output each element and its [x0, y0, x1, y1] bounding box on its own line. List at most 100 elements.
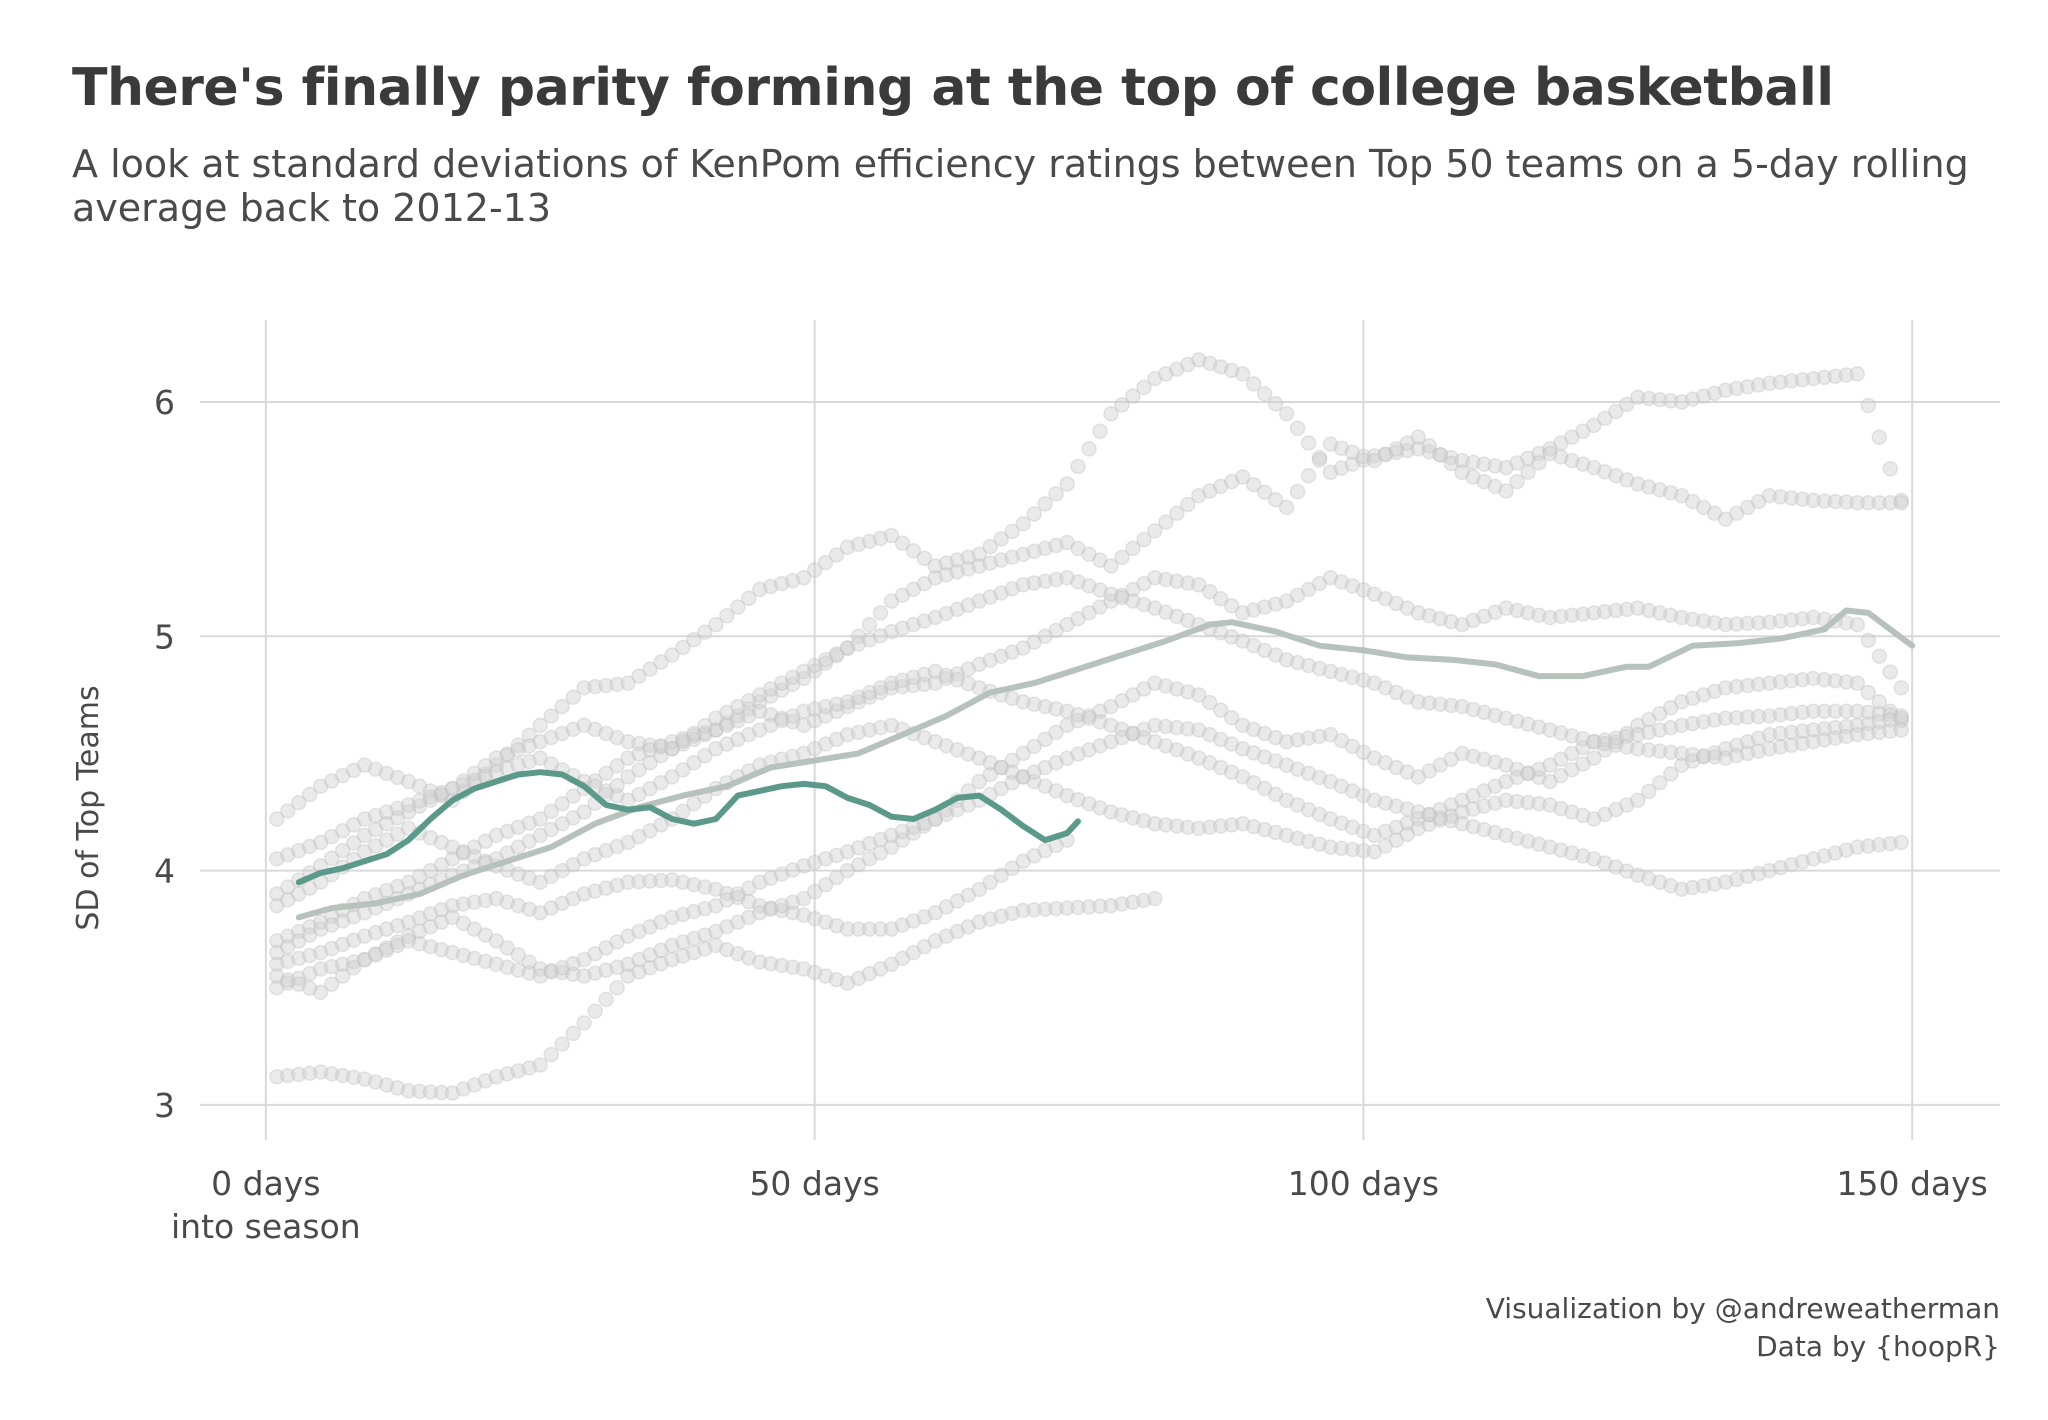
season-point: [1289, 761, 1306, 777]
season-point: [1586, 750, 1602, 766]
season-point: [675, 736, 691, 752]
season-point: [1706, 712, 1723, 728]
season-point: [1454, 745, 1470, 762]
season-point: [1103, 698, 1119, 715]
season-point: [1761, 487, 1778, 504]
season-point: [1750, 493, 1767, 510]
season-point: [1355, 582, 1372, 598]
season-point: [861, 921, 878, 937]
season-point-group: [269, 832, 1075, 973]
season-point: [1761, 726, 1778, 743]
season-point: [1158, 678, 1174, 694]
season-point: [1026, 634, 1042, 650]
season-point: [1805, 670, 1822, 687]
season-point: [1344, 738, 1361, 755]
season-point: [1849, 675, 1866, 691]
season-point: [927, 609, 944, 626]
season-point: [1432, 696, 1448, 712]
season-point: [1026, 575, 1042, 591]
season-point: [1717, 616, 1734, 633]
season-point: [280, 803, 296, 819]
season-point: [719, 892, 735, 908]
season-point: [1684, 753, 1701, 769]
season-point: [1289, 732, 1306, 748]
season-point: [982, 555, 998, 571]
season-point: [1256, 484, 1273, 500]
season-point: [1893, 722, 1909, 738]
season-point: [1344, 456, 1361, 472]
season-point: [543, 868, 559, 885]
season-point: [1015, 853, 1031, 869]
season-point: [1849, 616, 1866, 633]
season-point: [1136, 681, 1152, 697]
season-point: [916, 613, 933, 629]
season-point: [1476, 704, 1492, 721]
season-point: [565, 890, 581, 907]
season-point: [378, 1077, 395, 1093]
season-point: [762, 955, 779, 972]
season-point: [1652, 874, 1668, 891]
season-point: [1553, 449, 1569, 465]
season-point-group: [269, 717, 1909, 1001]
season-point: [1531, 796, 1547, 812]
season-point: [444, 1085, 461, 1101]
season-point: [1717, 710, 1734, 727]
season-point: [598, 783, 614, 799]
season-point: [1882, 707, 1898, 723]
season-point: [1421, 608, 1438, 624]
season-point: [817, 876, 834, 893]
season-point: [1234, 740, 1251, 757]
chart-title: There's finally parity forming at the to…: [72, 58, 1834, 118]
season-point: [1245, 476, 1262, 493]
season-point: [1191, 722, 1207, 738]
season-point: [1234, 769, 1251, 785]
season-point: [1410, 429, 1427, 445]
season-point: [1794, 735, 1811, 752]
season-point: [620, 769, 636, 785]
season-point: [1004, 774, 1020, 791]
season-point: [1597, 603, 1613, 620]
season-point: [894, 672, 911, 688]
season-point: [1103, 558, 1119, 574]
season-point: [455, 947, 472, 964]
season-point: [1805, 851, 1822, 867]
season-point: [1487, 707, 1503, 724]
season-point: [894, 832, 911, 848]
season-point: [1783, 490, 1800, 506]
season-point: [1597, 855, 1613, 871]
season-point: [598, 765, 614, 782]
season-point: [400, 820, 417, 837]
season-point: [1344, 669, 1361, 686]
season-point: [1750, 743, 1767, 759]
season-point: [1125, 687, 1141, 703]
season-point: [1202, 694, 1218, 711]
season-point: [773, 897, 790, 914]
season-point: [1421, 807, 1438, 823]
season-point: [905, 677, 922, 694]
season-point: [817, 736, 834, 752]
season-point: [741, 692, 757, 709]
season-point: [1860, 684, 1877, 701]
season-point: [1212, 818, 1229, 834]
season-point: [1816, 703, 1833, 720]
season-point: [323, 940, 340, 957]
season-point: [1871, 705, 1888, 722]
season-point: [971, 558, 988, 574]
season-point: [1147, 733, 1163, 750]
season-point: [1641, 783, 1657, 800]
season-point: [1136, 379, 1152, 396]
season-point: [488, 1068, 505, 1085]
season-point: [1630, 740, 1646, 757]
season-point: [302, 927, 318, 943]
season-point: [1169, 719, 1185, 736]
season-point: [1004, 905, 1020, 922]
season-point: [1542, 441, 1558, 457]
season-point: [521, 954, 538, 970]
season-point: [302, 838, 318, 855]
season-point: [883, 675, 900, 691]
season-point: [839, 539, 856, 556]
season-point: [1575, 848, 1591, 864]
season-point: [499, 823, 516, 840]
season-point: [1322, 436, 1339, 452]
season-point: [488, 750, 505, 766]
